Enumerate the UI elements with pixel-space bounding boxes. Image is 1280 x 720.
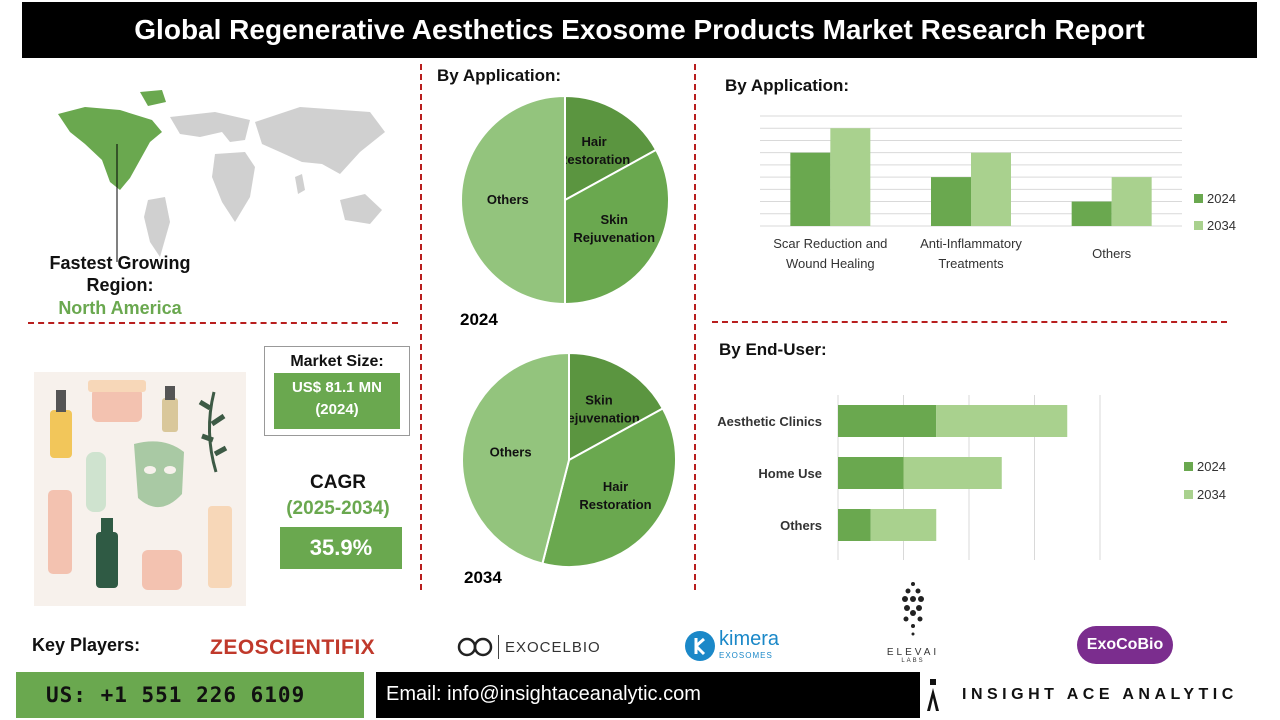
hbar-2034-0 — [936, 405, 1068, 437]
logo-zeoscientifix: ZEOSCIENTIFIX — [210, 636, 376, 659]
world-map — [58, 90, 385, 262]
pie-year-2034: 2034 — [464, 568, 502, 587]
exocelbio-icon — [457, 637, 493, 657]
legend-label-2024: 2024 — [1207, 191, 1236, 206]
hbar-2024-1 — [838, 457, 904, 489]
x-tick-label-1: Anti-Inflammatory Treatments — [920, 236, 1022, 271]
legend-label-2034: 2034 — [1207, 218, 1236, 233]
cagr-label: CAGR — [310, 472, 366, 493]
hbar-2034-1 — [903, 457, 1002, 489]
bar-chart-application: Scar Reduction and Wound Healing Anti-Infl… — [760, 115, 1236, 271]
hbar-2034-2 — [870, 509, 937, 541]
pie-charts: Hair Restoration Skin Rejuvenation Others 202… — [460, 94, 677, 587]
legend-label-end-2024: 2024 — [1197, 459, 1226, 474]
pie-slice-2024-2 — [460, 94, 566, 306]
legend-label-end-2034: 2034 — [1197, 487, 1226, 502]
x-tick-label-2: Others — [1092, 246, 1132, 261]
pie-label-2024-0: Hair Restoration — [558, 134, 630, 167]
bar-2024-1 — [931, 177, 971, 226]
market-size-value: US$ 81.1 MN — [291, 379, 383, 396]
footer-phone: US: +1 551 226 6109 — [16, 672, 364, 718]
market-size-card: Market Size: US$ 81.1 MN (2024) — [264, 346, 410, 436]
pie-label-2024-1: Skin Rejuvenation — [573, 212, 655, 245]
cagr-value: 35.9% — [280, 527, 402, 569]
bar-2034-2 — [1111, 177, 1152, 226]
legend-swatch-2034 — [1194, 221, 1203, 230]
north-america-highlight — [58, 107, 162, 190]
report-title: Global Regenerative Aesthetics Exosome P… — [22, 2, 1257, 58]
hbar-2024-2 — [838, 509, 871, 541]
cosmetics-illustration — [34, 372, 246, 606]
bar-2034-1 — [971, 152, 1011, 226]
pie-label-2034-2: Others — [490, 445, 532, 460]
pie-slice-2034-1 — [541, 407, 677, 568]
insightace-logo-icon — [927, 679, 939, 711]
footer-brand: INSIGHT ACE ANALYTIC — [920, 672, 1260, 718]
region-label: Fastest Growing Region: — [49, 253, 191, 295]
footer-email: Email: info@insightaceanalytic.com — [376, 672, 920, 718]
cagr-period: (2025-2034) — [286, 498, 390, 519]
legend-swatch-end-2024 — [1184, 462, 1193, 471]
divider-region — [28, 322, 398, 324]
bar-app-title: By Application: — [725, 76, 850, 95]
x-tick-label-0: Scar Reduction and Wound Healing — [773, 236, 887, 271]
divider-bars — [712, 321, 1227, 323]
logo-elevai: ELEVAI LABS — [874, 578, 952, 664]
pie-slice-2034-2 — [461, 351, 570, 565]
bar-2034-0 — [830, 128, 871, 226]
kimera-icon — [685, 630, 715, 661]
pie-section-title: By Application: — [437, 66, 562, 85]
legend-swatch-end-2034 — [1184, 490, 1193, 499]
hbar-2024-0 — [838, 405, 937, 437]
bar-2024-0 — [790, 152, 831, 226]
y-tick-label-2: Others — [780, 518, 822, 533]
y-tick-label-0: Aesthetic Clinics — [717, 414, 822, 429]
pie-label-2024-2: Others — [487, 192, 529, 207]
bar-end-title: By End-User: — [719, 340, 827, 359]
pie-slice-2024-0 — [564, 94, 658, 202]
divider-left — [420, 64, 422, 590]
elevai-icon — [902, 582, 924, 636]
legend-swatch-2024 — [1194, 194, 1203, 203]
pie-label-2034-1: Hair Restoration — [579, 479, 651, 512]
y-tick-label-1: Home Use — [758, 466, 822, 481]
market-size-label: Market Size: — [290, 353, 384, 370]
region-value: North America — [58, 298, 182, 318]
pie-year-2024: 2024 — [460, 310, 498, 329]
divider-right — [694, 64, 696, 590]
key-players-label: Key Players: — [32, 635, 141, 655]
pie-label-2034-0: Skin Rejuvenation — [558, 392, 640, 425]
pie-slice-2034-0 — [568, 351, 665, 462]
logo-kimera: kimera EXOSOMES — [684, 629, 779, 662]
logo-exocobio: ExoCoBio — [1077, 626, 1173, 664]
bar-chart-end-user: Aesthetic Clinics Home Use Others 2024 2034 — [717, 395, 1226, 560]
market-size-year: (2024) — [315, 401, 359, 418]
bar-2024-2 — [1071, 201, 1112, 226]
logo-exocelbio: EXOCELBIO — [456, 634, 601, 660]
pie-slice-2024-1 — [564, 148, 670, 306]
